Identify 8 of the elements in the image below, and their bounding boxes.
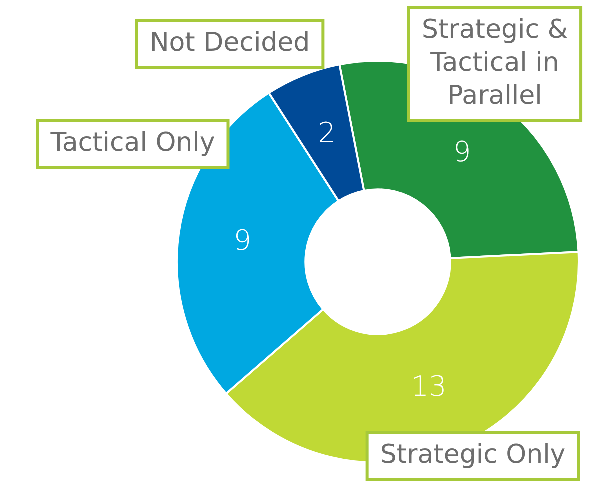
data-label: 13 [411,370,447,404]
data-label: 9 [234,224,252,258]
slice-label: Strategic Only [380,440,566,470]
data-label: 2 [318,116,336,150]
data-label: 9 [453,136,472,169]
slice-label: Tactical Only [50,128,216,158]
slice-label: Not Decided [150,28,310,58]
slice-label: Strategic & Tactical in Parallel [422,14,568,111]
